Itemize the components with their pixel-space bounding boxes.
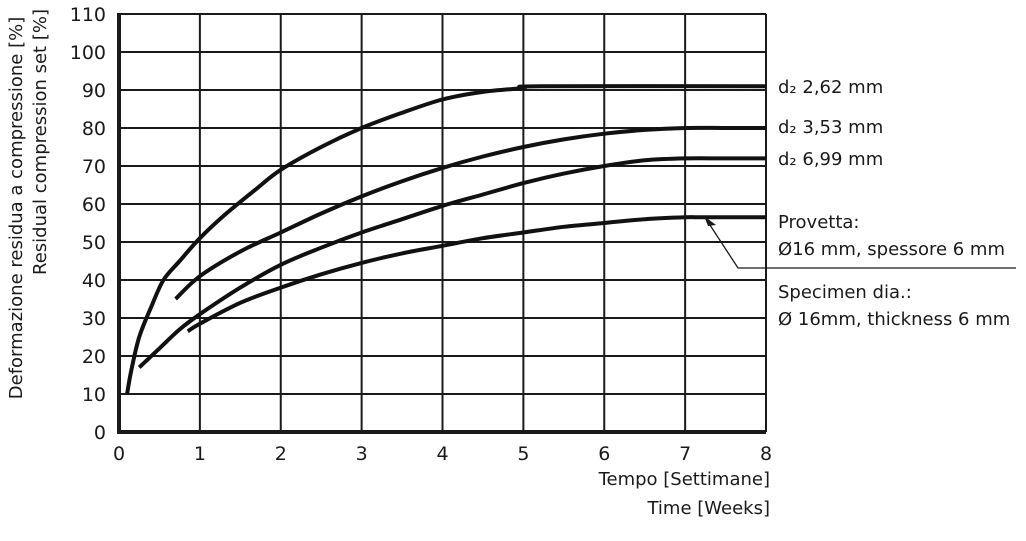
annotation-line-2-en: Ø 16mm, thickness 6 mm (778, 309, 1010, 330)
annotation-line-2-it: Ø16 mm, spessore 6 mm (778, 239, 1005, 260)
axes (117, 13, 766, 434)
x-tick-label: 8 (760, 443, 772, 465)
y-tick-label: 50 (82, 232, 106, 254)
series-line-2-62mm (125, 84, 767, 395)
annotation-arrow-head (704, 216, 716, 226)
y-tick-label: 0 (94, 422, 106, 444)
x-axis-label-english: Time [Weeks] (646, 498, 770, 519)
series-label-2-62: d₂ 2,62 mm (778, 77, 883, 98)
y-axis-label-italian: Deformazione residua a compressione [%] (6, 17, 27, 399)
x-tick-label: 0 (113, 443, 125, 465)
y-tick-label: 80 (82, 118, 106, 140)
series-label-3-53: d₂ 3,53 mm (778, 117, 883, 138)
x-tick-label: 3 (356, 443, 368, 465)
series-lines (125, 84, 767, 395)
x-tick-label: 7 (679, 443, 691, 465)
series-label-6-99: d₂ 6,99 mm (778, 149, 883, 170)
series-line-specimen (186, 215, 766, 333)
x-tick-label: 5 (517, 443, 529, 465)
annotation-leader-line (707, 221, 1016, 269)
y-tick-label: 30 (82, 308, 106, 330)
y-axis-label-english: Residual compression set [%] (30, 9, 51, 275)
x-tick-label: 6 (598, 443, 610, 465)
x-tick-label: 4 (436, 443, 448, 465)
tick-labels: 0 10 20 30 40 50 60 70 80 90 100 110 0 1 2 3 4 5 6 7 8 (70, 4, 772, 465)
series-line-3-53mm (174, 125, 766, 301)
y-tick-label: 10 (82, 384, 106, 406)
y-tick-label: 90 (82, 80, 106, 102)
annotation-line-1-en: Specimen dia.: (778, 282, 912, 303)
y-tick-label: 70 (82, 156, 106, 178)
y-tick-label: 20 (82, 346, 106, 368)
y-tick-label: 60 (82, 194, 106, 216)
y-tick-label: 100 (70, 42, 106, 64)
series-line-6-99mm (137, 156, 766, 369)
annotation-line-1-it: Provetta: (778, 212, 860, 233)
x-tick-label: 1 (194, 443, 206, 465)
x-axis-label-italian: Tempo [Settimane] (598, 469, 770, 490)
x-tick-label: 2 (275, 443, 287, 465)
y-tick-label: 110 (70, 4, 106, 26)
y-tick-label: 40 (82, 270, 106, 292)
